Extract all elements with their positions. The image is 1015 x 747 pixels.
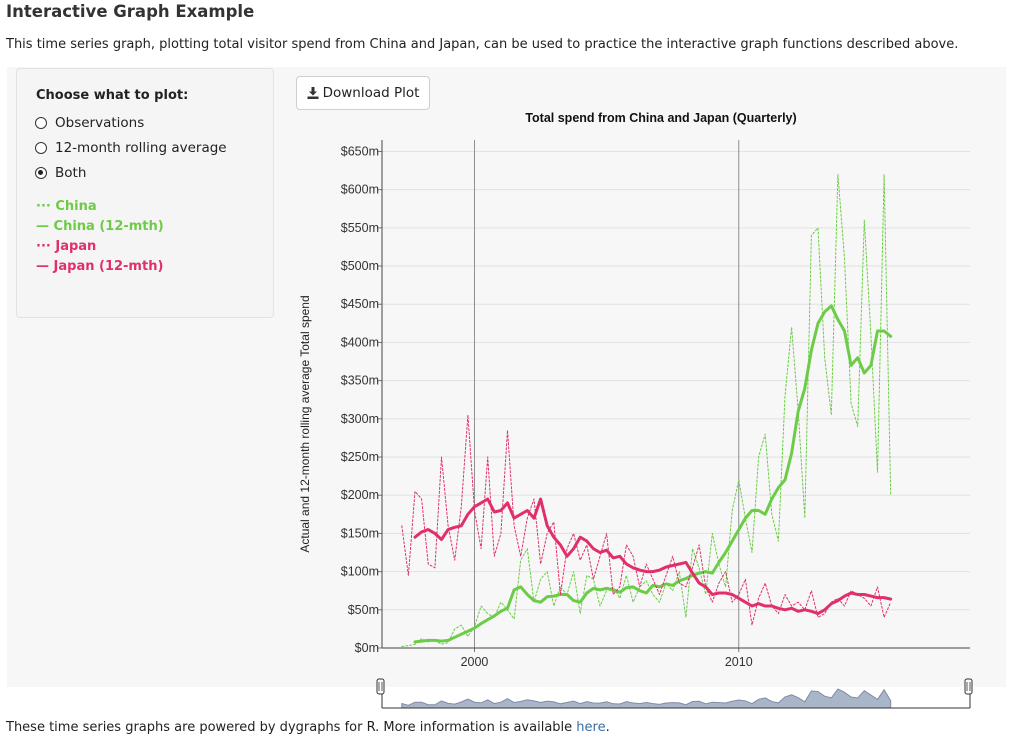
radio-rolling-average[interactable]: 12-month rolling average [35, 140, 227, 156]
y-tick-label: $200m [341, 488, 379, 502]
page-intro: This time series graph, plotting total v… [6, 37, 959, 52]
range-handle-left[interactable] [376, 678, 385, 695]
legend-marker: ··· [36, 239, 51, 254]
range-selector-overview [401, 688, 892, 709]
series-line-japan-12-mth [413, 497, 893, 616]
series-line-japan [401, 414, 892, 626]
footer-note: These time series graphs are powered by … [6, 720, 610, 735]
range-handle-right[interactable] [964, 678, 973, 695]
series-line-china-12-mth [413, 304, 893, 644]
x-tick-label: 2010 [725, 655, 753, 669]
y-tick-label: $650m [341, 144, 379, 158]
y-tick-label: $0m [355, 641, 379, 655]
footer-link[interactable]: here [576, 720, 606, 735]
legend-marker: — [36, 219, 49, 234]
y-tick-label: $300m [341, 412, 379, 426]
y-tick-label: $400m [341, 335, 379, 349]
radio-label: Both [55, 165, 87, 181]
download-icon [307, 87, 319, 99]
radio-observations[interactable]: Observations [35, 115, 144, 131]
y-tick-label: $600m [341, 183, 379, 197]
legend-item-japan: ··· Japan [36, 239, 96, 254]
series-line-china [401, 173, 892, 647]
plot-options-sidebar: Choose what to plot: Observations 12-mon… [16, 68, 274, 318]
x-tick-label: 2000 [461, 655, 489, 669]
download-plot-label: Download Plot [322, 85, 420, 101]
plot-options-heading: Choose what to plot: [36, 88, 189, 103]
radio-circle[interactable] [35, 142, 47, 154]
chart-title: Total spend from China and Japan (Quarte… [525, 111, 796, 125]
y-tick-label: $50m [348, 603, 379, 617]
footer-text: These time series graphs are powered by … [6, 720, 577, 735]
legend-marker: — [36, 259, 49, 274]
time-series-chart[interactable]: Total spend from China and Japan (Quarte… [290, 100, 990, 715]
page-title: Interactive Graph Example [6, 2, 255, 21]
legend-marker: ··· [36, 199, 51, 214]
radio-label: Observations [55, 115, 145, 131]
radio-both[interactable]: Both [35, 165, 86, 181]
y-tick-label: $450m [341, 297, 379, 311]
legend-label: Japan [55, 239, 97, 254]
y-tick-label: $550m [341, 221, 379, 235]
download-plot-button[interactable]: Download Plot [296, 76, 430, 110]
legend-label: Japan (12-mth) [53, 259, 164, 274]
radio-circle[interactable] [35, 117, 47, 129]
legend-label: China [55, 199, 97, 214]
radio-circle[interactable] [35, 167, 47, 179]
legend-item-japan-12mth: — Japan (12-mth) [36, 259, 163, 274]
y-tick-label: $350m [341, 374, 379, 388]
y-tick-label: $100m [341, 565, 379, 579]
radio-label: 12-month rolling average [55, 140, 227, 156]
legend-item-china: ··· China [36, 199, 97, 214]
y-tick-label: $500m [341, 259, 379, 273]
y-tick-label: $250m [341, 450, 379, 464]
legend-label: China (12-mth) [53, 219, 164, 234]
legend-item-china-12mth: — China (12-mth) [36, 219, 164, 234]
footer-end: . [605, 720, 610, 735]
y-tick-label: $150m [341, 526, 379, 540]
y-axis-label: Actual and 12-month rolling average Tota… [298, 295, 312, 552]
